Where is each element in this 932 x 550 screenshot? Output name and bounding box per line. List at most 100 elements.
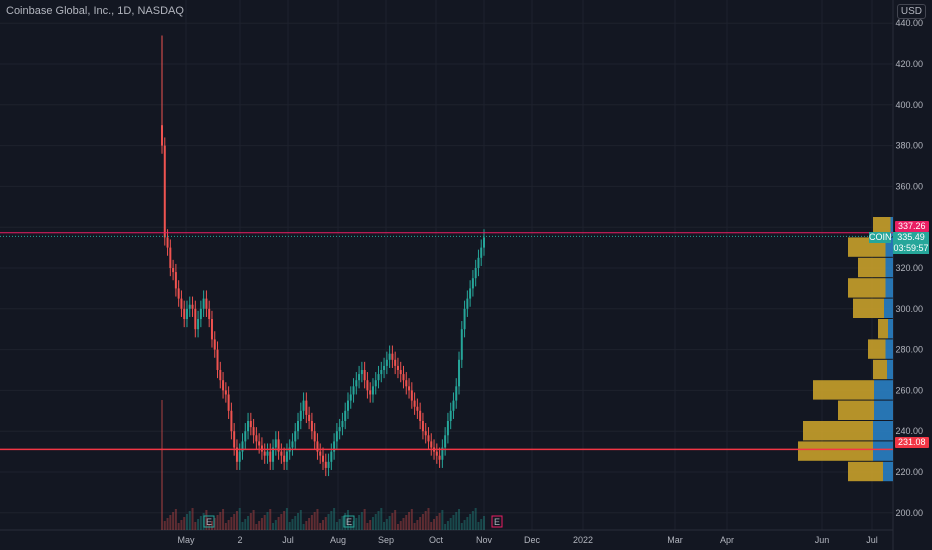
volume-bar xyxy=(252,510,255,530)
candle-body xyxy=(421,421,424,432)
volume-bar xyxy=(244,519,247,530)
support-price-tag: 231.08 xyxy=(895,437,929,448)
volume-bar xyxy=(163,521,166,530)
candle-body xyxy=(294,431,297,442)
volume-profile-up-bar xyxy=(884,298,893,318)
volume-bar xyxy=(233,514,236,530)
volume-bar xyxy=(346,510,349,530)
candle-body xyxy=(227,394,230,411)
volume-bar xyxy=(396,524,399,530)
volume-bar xyxy=(330,511,333,530)
last-price-tag: 335.49 03:59:57 xyxy=(893,232,929,254)
x-tick-label: Jul xyxy=(866,535,878,545)
y-tick-label: 300.00 xyxy=(895,304,923,314)
volume-bar xyxy=(463,520,466,530)
candle-body xyxy=(322,455,324,462)
volume-bar xyxy=(427,508,430,530)
candle-body xyxy=(410,390,413,401)
candle-body xyxy=(427,435,430,442)
resistance-price-tag: 337.26 xyxy=(895,221,929,232)
volume-bar xyxy=(247,516,250,530)
y-tick-label: 400.00 xyxy=(895,100,923,110)
volume-bar xyxy=(241,522,244,530)
symbol-tag: COIN xyxy=(869,232,892,243)
candle-body xyxy=(391,353,394,360)
x-tick-label: May xyxy=(177,535,195,545)
candle-body xyxy=(216,349,219,370)
candle-body xyxy=(355,380,358,387)
candle-body xyxy=(177,288,180,299)
candle-body xyxy=(380,370,383,375)
candle-body xyxy=(330,451,333,462)
candle-body xyxy=(360,370,363,375)
volume-bar xyxy=(402,518,405,530)
volume-profile-up-bar xyxy=(883,461,893,482)
volume-bar xyxy=(333,508,336,530)
candle-body xyxy=(424,431,427,436)
candle-body xyxy=(408,386,411,391)
candle-body xyxy=(308,414,311,421)
candle-body xyxy=(413,400,416,407)
volume-bar xyxy=(235,511,238,530)
candle-body xyxy=(188,304,191,309)
volume-bar xyxy=(474,508,477,530)
candle-body xyxy=(358,374,361,381)
currency-button[interactable]: USD xyxy=(896,4,926,19)
volume-bar xyxy=(341,516,344,530)
volume-profile-down-bar xyxy=(848,461,883,482)
candle-body xyxy=(185,308,188,319)
candle-body xyxy=(272,447,275,462)
volume-bar xyxy=(455,512,458,530)
volume-bar xyxy=(383,522,386,530)
x-tick-label: Mar xyxy=(667,535,683,545)
candle-body xyxy=(277,439,280,452)
volume-bar xyxy=(316,509,319,530)
y-tick-label: 380.00 xyxy=(895,141,923,151)
candle-body xyxy=(471,278,474,289)
x-tick-label: 2022 xyxy=(573,535,593,545)
volume-bar xyxy=(274,520,277,530)
volume-bar xyxy=(230,517,233,530)
volume-bar xyxy=(344,513,347,530)
volume-bar xyxy=(280,514,283,530)
candle-body xyxy=(180,298,183,309)
candle-body xyxy=(438,455,441,460)
volume-bar xyxy=(413,523,416,530)
candle-body xyxy=(241,441,244,452)
candle-body xyxy=(346,400,349,411)
volume-profile-down-bar xyxy=(813,380,874,400)
volume-profile-up-bar xyxy=(885,237,893,257)
volume-bar xyxy=(224,523,227,530)
candle-body xyxy=(213,339,216,350)
volume-bar xyxy=(180,520,183,530)
candle-body xyxy=(163,145,166,238)
x-tick-label: Sep xyxy=(378,535,394,545)
volume-bar xyxy=(183,517,186,530)
volume-bar xyxy=(363,509,366,530)
volume-profile-down-bar xyxy=(798,441,873,461)
volume-bar xyxy=(377,511,380,530)
volume-profile-up-bar xyxy=(873,441,893,461)
candle-body xyxy=(458,359,461,387)
volume-bar xyxy=(460,523,463,530)
candle-body xyxy=(338,427,341,432)
y-tick-label: 420.00 xyxy=(895,59,923,69)
candle-body xyxy=(255,435,258,442)
volume-profile-up-bar xyxy=(885,278,893,298)
volume-profile-down-bar xyxy=(838,400,874,420)
candle-body xyxy=(388,353,391,360)
volume-bar xyxy=(452,515,455,530)
candle-body xyxy=(208,308,211,319)
candle-body xyxy=(274,439,277,448)
candle-body xyxy=(305,400,308,415)
candle-body xyxy=(435,451,438,456)
candle-body xyxy=(161,125,163,146)
earnings-marker xyxy=(491,515,503,528)
volume-bar xyxy=(291,519,294,530)
candle-body xyxy=(480,247,483,258)
candle-body xyxy=(441,447,444,460)
candle-body xyxy=(333,441,336,452)
candle-body xyxy=(183,308,186,319)
volume-bar xyxy=(408,512,411,530)
